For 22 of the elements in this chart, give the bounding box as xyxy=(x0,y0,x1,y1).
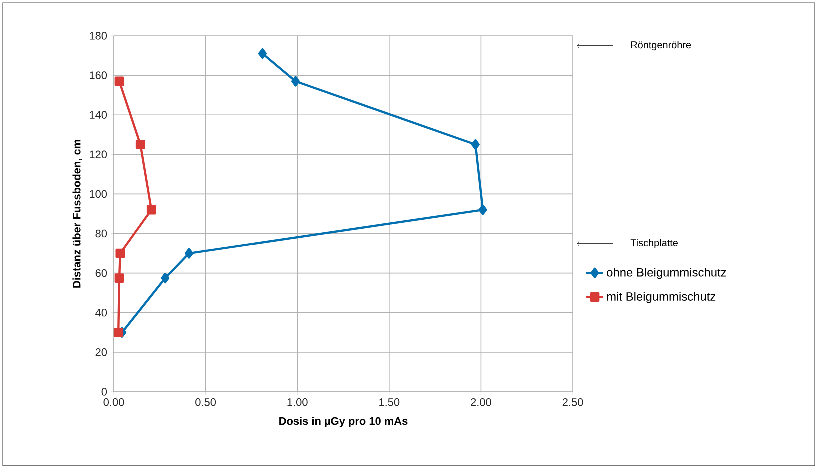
y-tick-label: 60 xyxy=(96,269,108,278)
y-tick-label: 0 xyxy=(102,388,108,396)
y-tick-label: 20 xyxy=(96,348,108,356)
x-tick-label: 0.50 xyxy=(196,398,216,406)
text: Röntgenröhre xyxy=(631,41,692,51)
x-tick-label: 2.00 xyxy=(471,398,492,406)
y-tick-label: 80 xyxy=(96,230,108,238)
y-tick-label: 120 xyxy=(90,150,108,159)
y-tick-label: 40 xyxy=(96,309,108,317)
legend-label: mit Bleigummischutz xyxy=(607,292,716,304)
x-axis-title: Dosis in µGy pro 10 mAs xyxy=(280,417,408,428)
text: Tischplatte xyxy=(630,239,678,249)
y-tick-label: 180 xyxy=(90,32,108,40)
y-tick-label: 140 xyxy=(90,111,108,119)
x-tick-label: 1.50 xyxy=(380,398,400,406)
legend-label: ohne Bleigummischutz xyxy=(607,268,726,280)
x-tick-label: 1.00 xyxy=(288,398,308,406)
y-tick-label: 160 xyxy=(90,72,108,80)
x-tick-label: 2.50 xyxy=(562,398,584,406)
y-axis-title: Distanz über Fussboden, cm xyxy=(72,140,82,288)
y-tick-label: 100 xyxy=(90,190,108,198)
x-tick-label: 0.00 xyxy=(104,398,124,406)
